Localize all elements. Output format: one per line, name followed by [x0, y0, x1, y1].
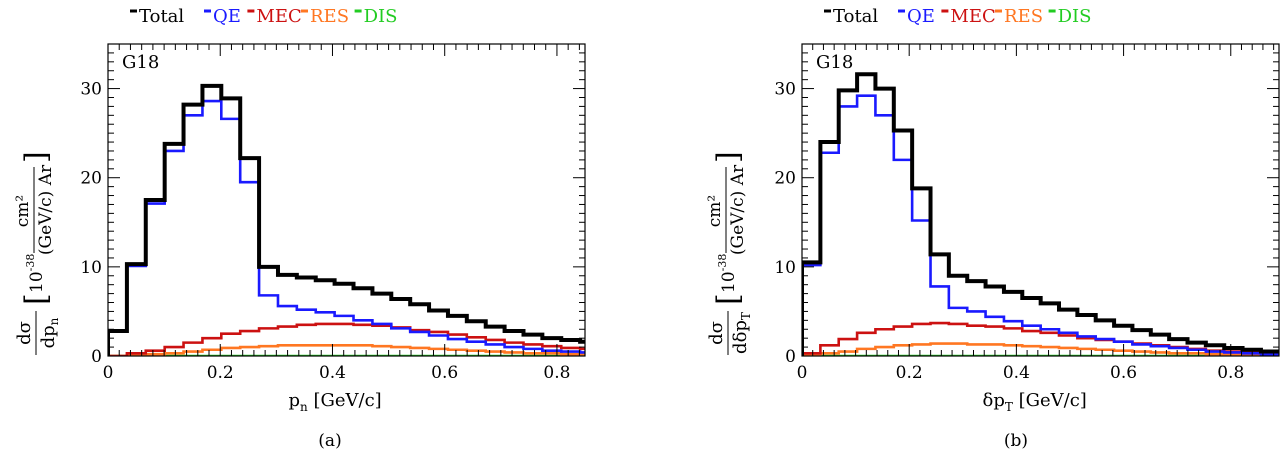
series-total-line	[802, 72, 1279, 356]
annotation-label: G18	[816, 52, 853, 73]
legend: Total QE MEC RES DIS	[130, 6, 397, 27]
legend-label-res: RES	[310, 6, 349, 27]
y-label-den-sub: n	[47, 317, 61, 325]
y-label-open-bracket: [	[711, 293, 746, 305]
series-group	[802, 72, 1279, 356]
series-res-line	[802, 342, 1279, 356]
panel-caption: (b)	[1004, 431, 1028, 451]
series-qe-line	[802, 94, 1279, 356]
legend-label-dis: DIS	[364, 6, 398, 27]
y-tick-label: 10	[774, 258, 796, 278]
annotation-label: G18	[122, 52, 159, 73]
x-tick-label: 0.6	[431, 363, 458, 383]
panel-b: Total QE MEC RES DIS 0 10 20 30 0 0.2 0.4 0.6 0.8 G18 δ…	[705, 6, 1280, 451]
legend-label-qe: QE	[213, 6, 241, 27]
y-axis-label: dσ dδpT [10-38 cm² (GeV/c) Ar]	[705, 151, 753, 355]
y-tick-label: 10	[80, 258, 102, 278]
y-label-den-main: dδp	[730, 320, 751, 354]
y-tick-label: 20	[80, 169, 102, 189]
series-total-line	[108, 83, 585, 356]
y-label-scale: 10-38	[716, 254, 739, 293]
y-label-unit-denominator: (GeV/c) Ar	[728, 164, 748, 255]
ticks: 0 10 20 30 0 0.2 0.4 0.6 0.8	[80, 43, 585, 383]
x-tick-label: 0.4	[1003, 363, 1030, 383]
x-axis-label-main: p	[289, 390, 301, 411]
legend-label-total: Total	[833, 6, 878, 27]
y-label-den-sub: T	[739, 312, 753, 320]
y-tick-label: 0	[785, 347, 796, 367]
y-label-scale-base: 10	[719, 271, 739, 293]
plot-frame	[107, 43, 586, 357]
series-mec-line	[108, 322, 585, 356]
y-label-unit-numerator: cm²	[13, 195, 33, 227]
panel-caption: (a)	[318, 431, 341, 451]
y-label-den-main: dp	[38, 325, 59, 348]
y-tick-label: 30	[774, 80, 796, 100]
x-axis-label: δpT [GeV/c]	[983, 390, 1087, 414]
x-tick-label: 0	[103, 363, 114, 383]
x-axis-label-main: δp	[983, 390, 1005, 411]
x-tick-label: 0.2	[896, 363, 923, 383]
x-tick-label: 0.2	[207, 363, 234, 383]
y-label-open-bracket: [	[19, 293, 54, 305]
x-tick-label: 0	[797, 363, 808, 383]
x-tick-label: 0.4	[319, 363, 346, 383]
legend-label-dis: DIS	[1058, 6, 1092, 27]
ticks: 0 10 20 30 0 0.2 0.4 0.6 0.8	[774, 43, 1279, 383]
y-label-unit-numerator: cm²	[705, 195, 725, 227]
y-label-close-bracket: ]	[711, 151, 746, 163]
x-tick-label: 0.6	[1110, 363, 1137, 383]
y-label-numerator: dσ	[14, 321, 35, 345]
y-tick-label: 20	[774, 169, 796, 189]
y-label-scale-exp: -38	[24, 254, 37, 272]
y-tick-label: 0	[91, 347, 102, 367]
y-label-unit-denominator: (GeV/c) Ar	[36, 164, 56, 255]
legend-label-total: Total	[139, 6, 184, 27]
legend: Total QE MEC RES DIS	[824, 6, 1091, 27]
y-label-denominator: dpn	[38, 317, 61, 348]
y-label-scale: 10-38	[24, 254, 47, 293]
series-group	[108, 83, 585, 356]
legend-label-mec: MEC	[256, 6, 301, 27]
x-axis-label: pn [GeV/c]	[289, 390, 382, 414]
panel-a: Total QE MEC RES DIS 0 10 20 30 0 0.2 0.4 0.6 0.8 G18 p…	[13, 6, 586, 451]
x-axis-label-unit: [GeV/c]	[308, 390, 382, 411]
y-label-denominator: dδpT	[730, 312, 753, 354]
x-axis-label-sub: n	[300, 400, 308, 414]
legend-label-qe: QE	[907, 6, 935, 27]
y-tick-label: 30	[80, 80, 102, 100]
y-label-numerator: dσ	[706, 321, 727, 345]
y-label-scale-base: 10	[27, 271, 47, 293]
legend-label-mec: MEC	[950, 6, 995, 27]
x-tick-label: 0.8	[543, 363, 570, 383]
y-axis-label: dσ dpn [10-38 cm² (GeV/c) Ar]	[13, 151, 61, 355]
legend-label-res: RES	[1004, 6, 1043, 27]
y-label-scale-exp: -38	[716, 254, 729, 272]
x-axis-label-sub: T	[1005, 400, 1013, 414]
x-tick-label: 0.8	[1217, 363, 1244, 383]
series-res-line	[108, 344, 585, 356]
x-axis-label-unit: [GeV/c]	[1013, 390, 1087, 411]
y-label-close-bracket: ]	[19, 151, 54, 163]
plot-frame	[801, 43, 1280, 357]
